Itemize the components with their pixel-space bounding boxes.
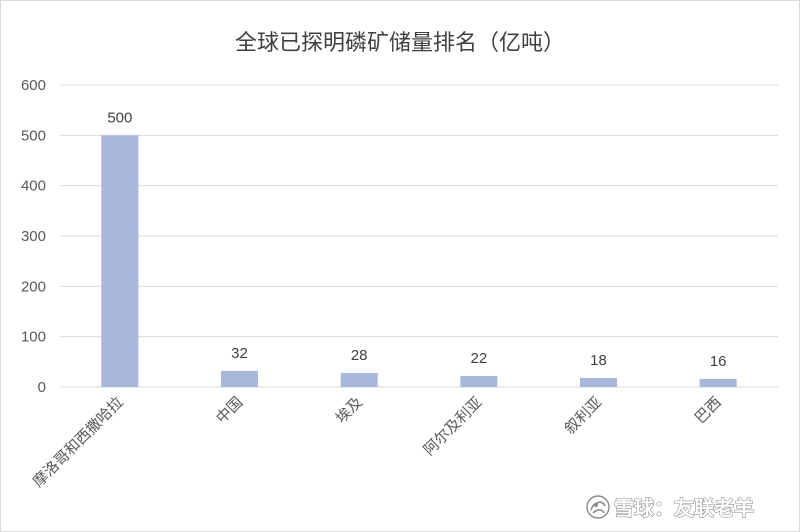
y-tick-label-200: 200 bbox=[21, 278, 46, 295]
bar-1 bbox=[101, 135, 139, 387]
data-label-5: 18 bbox=[590, 352, 607, 369]
bar-3 bbox=[340, 372, 378, 387]
watermark: 雪球：友联老羊 bbox=[586, 495, 755, 521]
data-label-2: 32 bbox=[231, 345, 248, 362]
y-tick-label-500: 500 bbox=[21, 127, 46, 144]
gridlines bbox=[60, 84, 778, 388]
watermark-text: 雪球：友联老羊 bbox=[614, 496, 754, 520]
snowball-logo-icon bbox=[586, 495, 610, 519]
data-label-3: 28 bbox=[351, 347, 368, 364]
y-axis-tick-labels: 0 100 200 300 400 500 600 bbox=[21, 77, 46, 396]
y-tick-label-400: 400 bbox=[21, 178, 46, 195]
bar-2 bbox=[221, 370, 258, 387]
y-tick-label-300: 300 bbox=[21, 228, 46, 245]
bar-4 bbox=[460, 375, 498, 387]
data-label-4: 22 bbox=[470, 350, 487, 367]
chart-title: 全球已探明磷矿储量排名（亿吨） bbox=[235, 31, 565, 56]
bar-6 bbox=[699, 378, 737, 387]
y-tick-label-100: 100 bbox=[21, 329, 46, 346]
y-tick-label-600: 600 bbox=[21, 77, 46, 94]
bars bbox=[101, 135, 737, 387]
y-tick-label-0: 0 bbox=[38, 379, 46, 396]
data-label-1: 500 bbox=[107, 109, 132, 126]
data-labels: 500 32 28 22 18 16 bbox=[107, 109, 726, 370]
data-label-6: 16 bbox=[710, 353, 727, 370]
bar-5 bbox=[580, 377, 617, 387]
